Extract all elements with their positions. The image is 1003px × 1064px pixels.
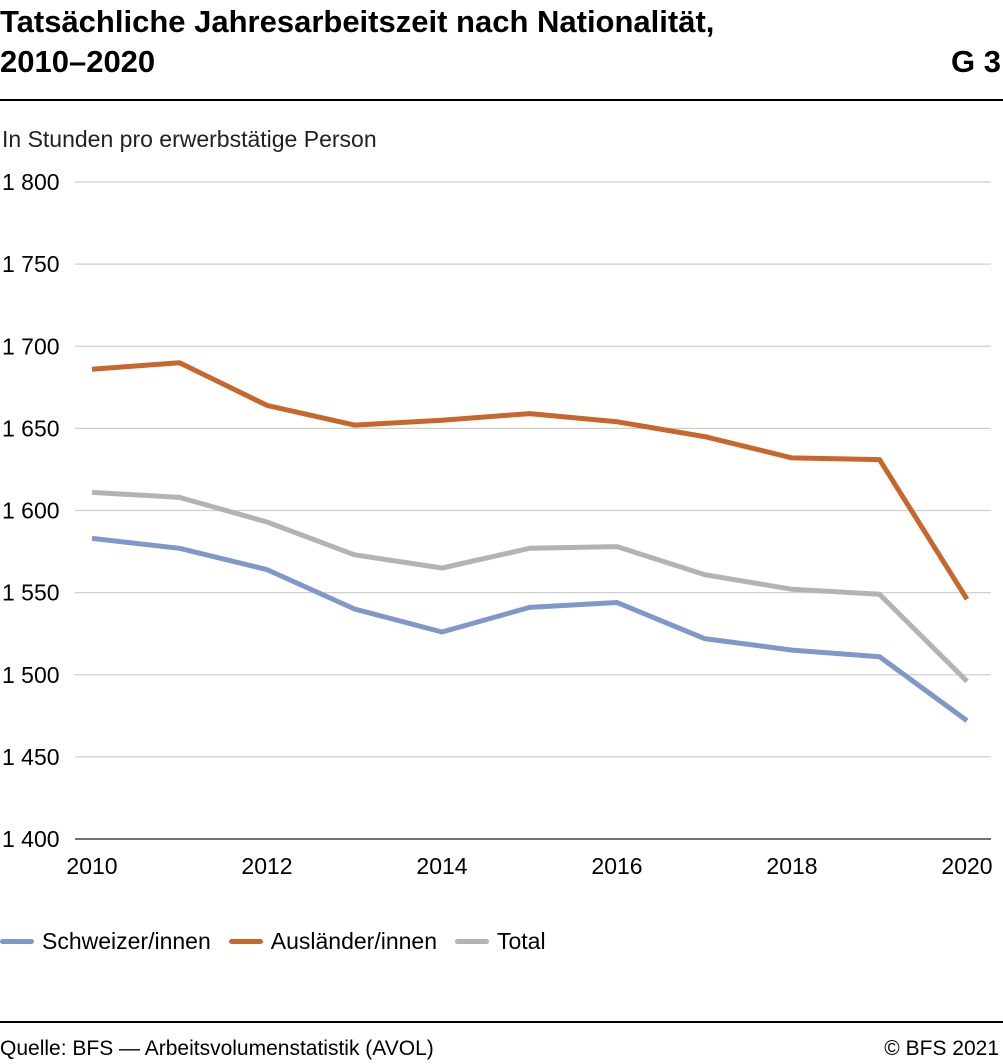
x-tick-label: 2012: [241, 853, 292, 879]
y-tick-label: 1 450: [2, 744, 60, 770]
y-tick-label: 1 600: [2, 498, 60, 524]
y-tick-label: 1 400: [2, 826, 60, 852]
source-note: Quelle: BFS — Arbeitsvolumenstatistik (A…: [0, 1037, 434, 1060]
series-line-schweizer-innen: [91, 535, 969, 723]
legend-label: Total: [497, 928, 546, 954]
x-tick-label: 2016: [591, 853, 642, 879]
x-tick-label: 2014: [416, 853, 467, 879]
top-divider: [0, 99, 1003, 101]
series-line-ausl-nder-innen: [91, 360, 970, 601]
copyright-note: © BFS 2021: [884, 1037, 999, 1060]
series-line-total: [91, 489, 969, 684]
chart-title-line-1: Tatsächliche Jahresarbeitszeit nach Nati…: [0, 4, 715, 39]
line-chart: 1 400 1 450 1 500 1 550 1 600 1 650 1 700 1 750…: [2, 169, 993, 879]
y-tick-label: 1 750: [2, 251, 60, 277]
y-tick-label: 1 800: [2, 169, 60, 195]
legend-swatch: [0, 939, 34, 944]
legend-item: Ausländer/innen: [228, 928, 437, 955]
legend-swatch: [455, 939, 489, 944]
legend-item: Schweizer/innen: [0, 928, 211, 955]
legend: Schweizer/innen Ausländer/innen Total: [0, 928, 564, 955]
legend-label: Schweizer/innen: [42, 928, 211, 954]
bottom-divider: [0, 1021, 1003, 1023]
y-tick-label: 1 700: [2, 333, 60, 359]
y-axis-label: In Stunden pro erwerbstätige Person: [2, 126, 377, 152]
y-tick-label: 1 550: [2, 580, 60, 606]
chart-title: Tatsächliche Jahresarbeitszeit nach Nati…: [0, 2, 900, 82]
legend-item: Total: [455, 928, 546, 955]
x-tick-label: 2020: [941, 853, 992, 879]
x-tick-label: 2018: [766, 853, 817, 879]
y-tick-label: 1 500: [2, 662, 60, 688]
y-tick-label: 1 650: [2, 415, 60, 441]
legend-label: Ausländer/innen: [270, 928, 437, 954]
x-tick-label: 2010: [66, 853, 117, 879]
chart-code: G 3: [951, 44, 1001, 79]
chart-title-line-2: 2010–2020: [0, 44, 156, 79]
legend-swatch: [228, 939, 263, 944]
